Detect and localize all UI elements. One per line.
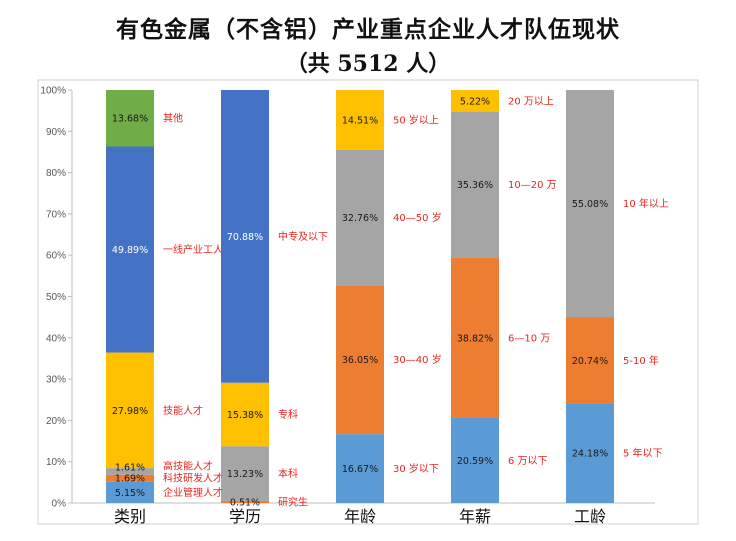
data-label: 5.15%: [115, 488, 145, 499]
data-label: 24.18%: [572, 449, 608, 460]
y-tick-label: 80%: [46, 168, 66, 179]
segment-annotation: 10—20 万: [508, 180, 557, 191]
data-label: 1.69%: [115, 474, 145, 485]
segment-annotation: 高技能人才: [163, 460, 213, 473]
data-label: 20.74%: [572, 356, 608, 367]
chart-title: 有色金属（不含铝）产业重点企业人才队伍现状: [116, 16, 620, 43]
bar-segment: [106, 474, 154, 482]
bar-segment: [336, 434, 384, 503]
bar-segment: [451, 257, 499, 418]
bar-segment: [566, 403, 614, 503]
data-label: 70.88%: [227, 232, 263, 243]
chart-frame: [37, 79, 699, 525]
labels-layer: 5.15% 企业管理人才 1.69% 科技研发人才 1.61% 高技能人才 27.98% 技能…: [112, 95, 669, 526]
bar-segment: [106, 146, 154, 353]
bar-stack: [106, 90, 154, 503]
segment-annotation: 本科: [278, 467, 298, 480]
bar-stack: [336, 90, 384, 503]
segment-annotation: 10 年以上: [623, 197, 669, 210]
segment-annotation: 50 岁以上: [393, 114, 439, 127]
segment-annotation: 中专及以下: [278, 230, 328, 243]
chart-subtitle: （共 5512 人）: [285, 51, 451, 77]
bar-segment: [221, 90, 269, 383]
bar-segment: [106, 90, 154, 147]
segment-annotation: 30—40 岁: [393, 353, 442, 366]
data-label: 38.82%: [457, 333, 493, 344]
bar-segment: [106, 481, 154, 503]
segment-annotation: 5-10 年: [623, 354, 659, 367]
data-label: 20.59%: [457, 456, 493, 467]
y-tick-label: 40%: [46, 333, 66, 344]
segment-annotation: 其他: [163, 112, 183, 125]
segment-annotation: 6—10 万: [508, 333, 550, 344]
bar-segment: [336, 90, 384, 150]
data-label: 16.67%: [342, 464, 378, 475]
bar-segment: [106, 352, 154, 469]
y-tick-label: 0%: [52, 499, 67, 510]
data-label: 49.89%: [112, 245, 148, 256]
bar-stack: [221, 90, 269, 503]
x-category-label: 工龄: [574, 507, 606, 526]
y-tick-label: 50%: [46, 292, 66, 303]
segment-annotation: 6 万以下: [508, 456, 548, 467]
bar-segment: [566, 317, 614, 404]
segment-annotation: 研究生: [278, 495, 308, 508]
data-label: 14.51%: [342, 116, 378, 127]
segment-annotation: 20 万以上: [508, 95, 554, 107]
y-tick-label: 30%: [46, 375, 66, 386]
data-label: 0.51%: [230, 497, 260, 508]
segment-annotation: 科技研发人才: [163, 472, 223, 485]
data-label: 35.36%: [457, 180, 493, 191]
bar-segment: [336, 285, 384, 435]
data-label: 13.68%: [112, 114, 148, 125]
segment-annotation: 一线产业工人: [163, 243, 223, 256]
x-category-label: 类别: [114, 507, 146, 526]
data-label: 36.05%: [342, 355, 378, 366]
bar-segment: [566, 90, 614, 318]
segment-annotation: 5 年以下: [623, 447, 663, 460]
segment-annotation: 技能人才: [163, 404, 203, 417]
x-category-label: 学历: [229, 507, 261, 526]
y-tick-label: 60%: [46, 251, 66, 262]
y-tick-label: 20%: [46, 416, 66, 427]
data-label: 5.22%: [460, 96, 490, 107]
bars-layer: [106, 90, 614, 503]
data-label: 15.38%: [227, 410, 263, 421]
bar-stack: [566, 90, 614, 503]
bar-segment: [106, 468, 154, 475]
segment-annotation: 40—50 岁: [393, 211, 442, 224]
y-tick-label: 100%: [40, 86, 66, 97]
segment-annotation: 企业管理人才: [163, 486, 223, 499]
bar-segment: [451, 111, 499, 258]
x-category-label: 年龄: [344, 507, 376, 526]
bar-segment: [221, 446, 269, 501]
bar-segment: [221, 500, 269, 503]
data-label: 32.76%: [342, 213, 378, 224]
y-tick-label: 90%: [46, 127, 66, 138]
data-label: 13.23%: [227, 469, 263, 480]
y-tick-label: 70%: [46, 209, 66, 220]
bar-stack: [451, 90, 499, 503]
data-label: 55.08%: [572, 199, 608, 210]
bar-segment: [336, 149, 384, 286]
segment-annotation: 30 岁以下: [393, 462, 439, 475]
x-category-label: 年薪: [459, 507, 491, 526]
y-tick-label: 10%: [46, 457, 66, 468]
bar-segment: [451, 417, 499, 503]
bar-segment: [221, 382, 269, 447]
data-label: 1.61%: [115, 463, 145, 474]
data-label: 27.98%: [112, 406, 148, 417]
bar-segment: [451, 90, 499, 112]
segment-annotation: 专科: [278, 408, 298, 421]
